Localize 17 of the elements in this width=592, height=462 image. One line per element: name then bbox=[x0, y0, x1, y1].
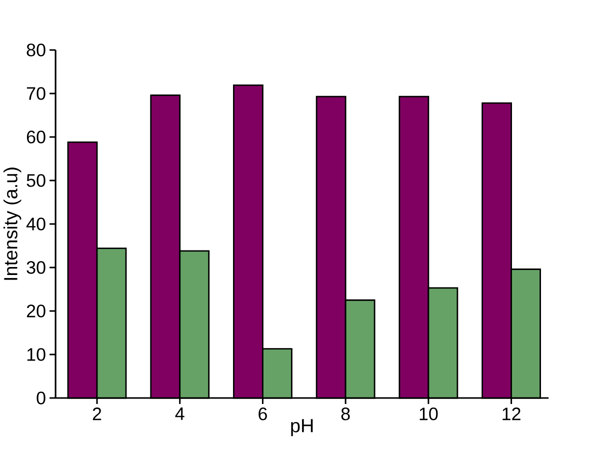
y-tick-label: 0 bbox=[36, 392, 46, 404]
x-tick-label: 4 bbox=[175, 408, 184, 420]
x-tick-label: 12 bbox=[502, 408, 520, 420]
y-tick-label: 10 bbox=[27, 348, 46, 361]
y-tick-label: 60 bbox=[26, 130, 46, 144]
x-tick-label: 8 bbox=[341, 408, 350, 420]
y-axis-title: Intensity (a.u) bbox=[3, 168, 22, 280]
x-axis-title: pH bbox=[291, 419, 313, 436]
y-tick-label: 80 bbox=[26, 44, 46, 56]
y-tick-label: 30 bbox=[26, 261, 46, 274]
x-tick-label: 2 bbox=[92, 408, 102, 420]
x-tick-label: 6 bbox=[258, 408, 267, 420]
y-tick-label: 40 bbox=[26, 218, 46, 230]
y-tick-label: 70 bbox=[26, 87, 46, 100]
y-tick-label: 20 bbox=[26, 304, 46, 318]
y-tick-label: 50 bbox=[26, 174, 46, 187]
x-tick-label: 10 bbox=[420, 408, 438, 420]
